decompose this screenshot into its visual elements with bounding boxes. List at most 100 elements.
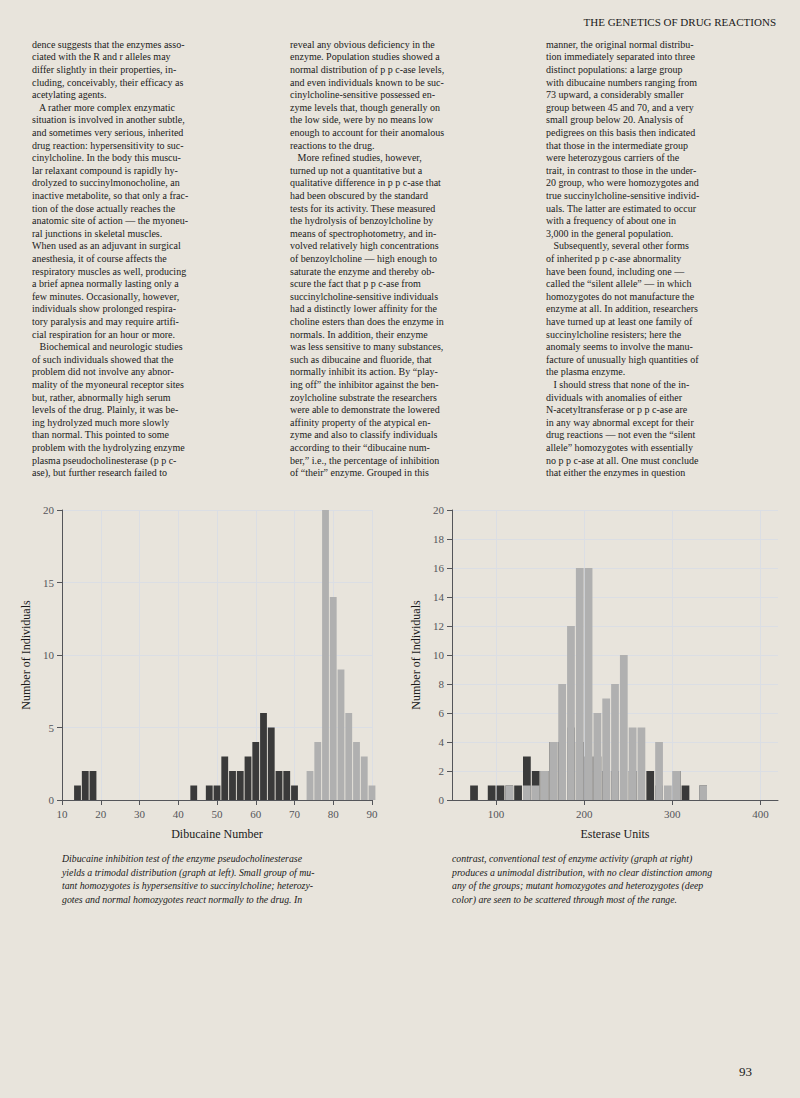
svg-text:tory paralysis and may require: tory paralysis and may require artifi- [32, 316, 179, 327]
svg-text:tion immediately separated int: tion immediately separated into three [546, 51, 695, 62]
svg-text:any of the groups; mutant homo: any of the groups; mutant homozygotes an… [452, 880, 703, 892]
svg-text:lar relaxant compound is rapid: lar relaxant compound is rapidly hy- [32, 165, 178, 176]
svg-text:73 upward, a considerably smal: 73 upward, a considerably smaller [546, 89, 684, 100]
svg-text:turned up not a quantitative b: turned up not a quantitative but a [290, 165, 423, 176]
svg-text:distinct populations: a large: distinct populations: a large group [546, 64, 682, 75]
svg-text:Number of Individuals: Number of Individuals [409, 600, 423, 710]
svg-text:such as dibucaine and fluoride: such as dibucaine and fluoride, that [290, 354, 432, 365]
svg-text:succinylcholine-sensitive indi: succinylcholine-sensitive individuals [290, 291, 438, 302]
svg-text:was less sensitive to many sub: was less sensitive to many substances, [290, 341, 443, 352]
svg-text:Number of Individuals: Number of Individuals [19, 600, 33, 710]
svg-text:no p p c-ase at all. One must: no p p c-ase at all. One must conclude [546, 455, 699, 466]
svg-text:with dibucaine numbers ranging: with dibucaine numbers ranging from [546, 77, 697, 88]
svg-text:Esterase Units: Esterase Units [581, 827, 650, 841]
svg-text:anomaly seems to involve the m: anomaly seems to involve the manu- [546, 341, 693, 352]
svg-text:cinylcholine. In the body this: cinylcholine. In the body this muscu- [32, 152, 181, 163]
svg-text:few minutes. Occasionally, how: few minutes. Occasionally, however, [32, 291, 179, 302]
svg-text:problem with the hydrolyzing e: problem with the hydrolyzing enzyme [32, 442, 185, 453]
svg-text:ing hydrolyzed much more slowl: ing hydrolyzed much more slowly [32, 417, 169, 428]
svg-text:cial respiration for an hour o: cial respiration for an hour or more. [32, 329, 175, 340]
svg-text:20: 20 [433, 504, 445, 516]
svg-text:tests for its activity. These: tests for its activity. These measured [290, 203, 435, 214]
svg-text:that either the enzymes in que: that either the enzymes in question [546, 467, 685, 478]
svg-text:80: 80 [328, 808, 340, 820]
svg-text:trait, in contrast to those in: trait, in contrast to those in the under… [546, 165, 696, 176]
svg-text:but, rather, abnormally high s: but, rather, abnormally high serum [32, 392, 171, 403]
svg-text:Subsequently, several other fo: Subsequently, several other forms [546, 240, 689, 251]
svg-text:normals. In addition, their en: normals. In addition, their enzyme [290, 329, 428, 340]
svg-text:4: 4 [439, 736, 445, 748]
svg-text:200: 200 [576, 808, 593, 820]
svg-text:small group below 20. Analysis: small group below 20. Analysis of [546, 114, 684, 125]
svg-text:ciated with the R and r allele: ciated with the R and r alleles may [32, 51, 171, 62]
svg-text:levels of the drug. Plainly, i: levels of the drug. Plainly, it was be- [32, 404, 178, 415]
svg-text:More refined studies, however,: More refined studies, however, [290, 152, 422, 163]
svg-text:10: 10 [43, 649, 55, 661]
svg-text:0: 0 [49, 794, 55, 806]
svg-text:the low side, were by no means: the low side, were by no means low [290, 114, 434, 125]
svg-text:ase), but further research fai: ase), but further research failed to [32, 467, 167, 479]
svg-text:20: 20 [43, 504, 55, 516]
svg-text:according to their “dibucaine: according to their “dibucaine num- [290, 442, 430, 453]
svg-text:homozygotes do not manufacture: homozygotes do not manufacture the [546, 291, 695, 302]
svg-text:allele” homozygotes with essen: allele” homozygotes with essentially [546, 442, 693, 453]
svg-text:zyme levels that, though gener: zyme levels that, though generally on [290, 102, 440, 113]
svg-text:enough to account for their an: enough to account for their anomalous [290, 127, 444, 138]
svg-text:qualitative difference in p p: qualitative difference in p p c-ase that [290, 177, 441, 188]
svg-text:reactions to the drug.: reactions to the drug. [290, 140, 374, 151]
svg-text:16: 16 [433, 562, 445, 574]
svg-text:Dibucaine inhibition test of t: Dibucaine inhibition test of the enzyme … [61, 853, 303, 864]
svg-text:of “their” enzyme. Grouped in: of “their” enzyme. Grouped in this [290, 467, 429, 478]
svg-text:6: 6 [439, 707, 445, 719]
svg-text:90: 90 [367, 808, 379, 820]
svg-text:enzyme. Population studies sho: enzyme. Population studies showed a [290, 51, 440, 62]
svg-text:20: 20 [95, 808, 107, 820]
svg-text:70: 70 [289, 808, 301, 820]
svg-text:that those in the intermediate: that those in the intermediate group [546, 140, 688, 151]
svg-text:40: 40 [173, 808, 185, 820]
svg-text:a brief apnea normally lasting: a brief apnea normally lasting only a [32, 278, 179, 289]
svg-text:and even individuals known to: and even individuals known to be suc- [290, 77, 444, 88]
svg-text:the plasma enzyme.: the plasma enzyme. [546, 366, 625, 377]
svg-text:3,000 in the general populatio: 3,000 in the general population. [546, 228, 673, 239]
svg-text:93: 93 [739, 1064, 752, 1079]
svg-text:succinylcholine resisters; her: succinylcholine resisters; here the [546, 329, 682, 340]
svg-text:tant homozygotes is hypersensi: tant homozygotes is hypersensitive to su… [62, 880, 313, 891]
svg-text:cinylcholine-sensitive possess: cinylcholine-sensitive possessed en- [290, 89, 435, 100]
svg-text:I should stress that none of t: I should stress that none of the in- [546, 379, 689, 390]
svg-text:manner, the original normal di: manner, the original normal distribu- [546, 39, 694, 50]
svg-text:drug reactions — not even the: drug reactions — not even the “silent [546, 429, 696, 440]
svg-text:Dibucaine Number: Dibucaine Number [171, 827, 263, 841]
svg-text:dence suggests that the enzyme: dence suggests that the enzymes asso- [32, 39, 184, 50]
svg-text:affinity property of the atypi: affinity property of the atypical en- [290, 417, 431, 428]
svg-text:with a frequency of about one: with a frequency of about one in [546, 215, 676, 226]
svg-text:tion of the dose actually reac: tion of the dose actually reaches the [32, 203, 176, 214]
svg-text:10: 10 [433, 649, 445, 661]
svg-text:group between 45 and 70, and a: group between 45 and 70, and a very [546, 102, 694, 113]
svg-text:30: 30 [134, 808, 146, 820]
svg-text:acetylating agents.: acetylating agents. [32, 89, 106, 100]
svg-text:dividuals with anomalies of ei: dividuals with anomalies of either [546, 392, 683, 403]
svg-text:have turned up at least one fa: have turned up at least one family of [546, 316, 693, 327]
svg-text:12: 12 [433, 620, 444, 632]
svg-text:situation is involved in anoth: situation is involved in another subtle, [32, 114, 185, 125]
svg-text:problem did not involve any ab: problem did not involve any abnor- [32, 366, 174, 377]
svg-text:THE GENETICS OF DRUG REACTIONS: THE GENETICS OF DRUG REACTIONS [584, 16, 777, 28]
svg-text:and sometimes very serious, in: and sometimes very serious, inherited [32, 127, 183, 138]
svg-text:A rather more complex enzymati: A rather more complex enzymatic [32, 102, 176, 113]
svg-text:individuals show prolonged res: individuals show prolonged respira- [32, 303, 176, 314]
svg-text:the hydrolysis of benzoylcholi: the hydrolysis of benzoylcholine by [290, 215, 433, 226]
svg-text:contrast, conventional test of: contrast, conventional test of enzyme ac… [452, 853, 692, 865]
svg-text:respiratory muscles as well, p: respiratory muscles as well, producing [32, 266, 186, 277]
svg-text:ing off” the inhibitor against: ing off” the inhibitor against the ben- [290, 379, 439, 390]
svg-text:0: 0 [439, 794, 445, 806]
svg-text:ber,” i.e., the percentage of: ber,” i.e., the percentage of inhibition [290, 455, 439, 466]
svg-text:ral junctions in skeletal musc: ral junctions in skeletal muscles. [32, 228, 162, 239]
svg-text:drolyzed to succinylmonocholin: drolyzed to succinylmonocholine, an [32, 177, 180, 188]
svg-text:pedigrees on this basis then i: pedigrees on this basis then indicated [546, 127, 695, 138]
svg-text:8: 8 [439, 678, 445, 690]
svg-text:of such individuals showed tha: of such individuals showed that the [32, 354, 174, 365]
svg-text:18: 18 [433, 533, 445, 545]
svg-text:zoylcholine substrate the rese: zoylcholine substrate the researchers [290, 392, 437, 403]
svg-text:scure the fact that p p c-ase: scure the fact that p p c-ase from [290, 278, 421, 289]
